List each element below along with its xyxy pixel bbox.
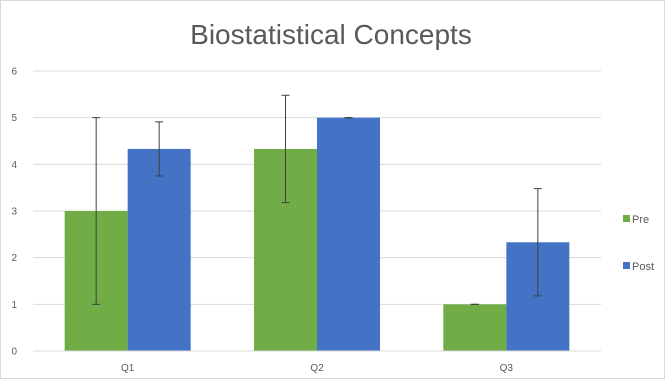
chart-title: Biostatistical Concepts — [190, 19, 472, 50]
legend-label-pre: Pre — [632, 214, 649, 226]
y-tick-label: 1 — [11, 300, 17, 311]
y-tick-label: 4 — [11, 160, 17, 171]
legend-swatch-pre — [623, 215, 630, 222]
y-tick-label: 5 — [11, 113, 17, 124]
y-axis-ticks: 0 1 2 3 4 5 6 — [11, 67, 17, 358]
bar-post-q2 — [317, 117, 380, 352]
y-tick-label: 6 — [11, 67, 17, 78]
bar-pre-q3 — [443, 304, 507, 351]
bars — [64, 117, 570, 352]
x-tick-label: Q2 — [310, 363, 324, 374]
y-tick-label: 0 — [11, 347, 17, 358]
error-bars — [92, 94, 542, 305]
x-tick-label: Q1 — [121, 363, 135, 374]
x-tick-label: Q3 — [500, 363, 514, 374]
legend: Pre Post — [623, 214, 654, 273]
legend-swatch-post — [623, 262, 630, 269]
legend-label-post: Post — [632, 261, 654, 273]
y-tick-label: 2 — [11, 253, 17, 264]
x-axis-ticks: Q1 Q2 Q3 — [121, 363, 513, 374]
y-tick-label: 3 — [11, 207, 17, 218]
bar-post-q1 — [127, 148, 191, 351]
